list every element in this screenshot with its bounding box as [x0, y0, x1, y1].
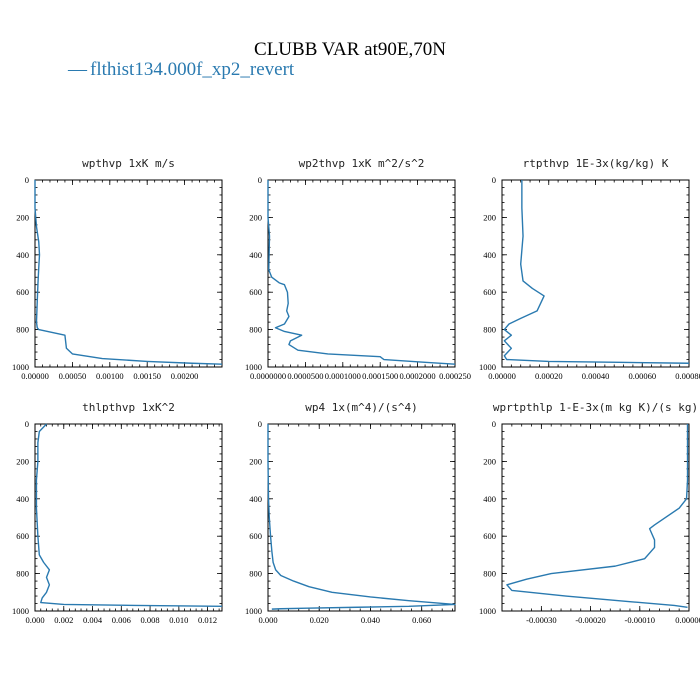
x-tick-label: 0.0002000 [400, 371, 436, 381]
series-line [34, 180, 223, 365]
y-tick-label: 200 [483, 456, 496, 466]
panel-2: wp2thvp 1xK m^2/s^2020040060080010000.00… [245, 157, 471, 381]
x-tick-label: 0.0001000 [325, 371, 361, 381]
y-tick-label: 600 [249, 287, 262, 297]
x-tick-label: 0.000 [25, 615, 44, 625]
y-tick-label: 0 [25, 419, 29, 429]
x-tick-label: 0.00000 [675, 615, 700, 625]
y-tick-label: 1000 [245, 362, 262, 372]
y-tick-label: 800 [483, 569, 496, 579]
y-tick-label: 200 [249, 212, 262, 222]
y-tick-label: 1000 [12, 362, 29, 372]
series-line [506, 424, 689, 608]
y-tick-label: 400 [483, 250, 496, 260]
y-tick-label: 400 [16, 494, 29, 504]
panel-title: thlpthvp 1xK^2 [82, 401, 175, 414]
y-tick-label: 0 [492, 175, 496, 185]
y-tick-label: 200 [16, 212, 29, 222]
y-tick-label: 0 [258, 175, 262, 185]
plot-frame [34, 179, 223, 368]
panel-title: rtpthvp 1E-3x(kg/kg) K [523, 157, 669, 170]
y-tick-label: 800 [249, 569, 262, 579]
x-tick-label: 0.020 [310, 615, 329, 625]
y-tick-label: 600 [16, 531, 29, 541]
y-tick-label: 400 [16, 250, 29, 260]
y-tick-label: 400 [249, 494, 262, 504]
y-tick-label: 200 [249, 456, 262, 466]
x-tick-label: 0.00080 [675, 371, 700, 381]
y-tick-label: 800 [249, 325, 262, 335]
x-tick-label: 0.002 [54, 615, 73, 625]
y-tick-label: 0 [492, 419, 496, 429]
y-tick-label: 600 [483, 531, 496, 541]
series-line [503, 180, 690, 364]
x-tick-label: 0.000 [258, 615, 277, 625]
plot-frame [501, 179, 690, 368]
legend-label: flthist134.000f_xp2_revert [90, 59, 295, 80]
y-tick-label: 200 [16, 456, 29, 466]
series-line [35, 423, 223, 608]
x-tick-label: 0.004 [83, 615, 103, 625]
x-tick-label: 0.010 [169, 615, 188, 625]
y-tick-label: 200 [483, 212, 496, 222]
y-tick-label: 0 [25, 175, 29, 185]
y-tick-label: 1000 [12, 606, 29, 616]
panel-title: wprtpthlp 1-E-3x(m kg K)/(s kg) [493, 401, 698, 414]
x-tick-label: 0.012 [198, 615, 217, 625]
x-tick-label: 0.00150 [133, 371, 161, 381]
x-tick-label: 0.008 [141, 615, 160, 625]
x-tick-label: 0.0000000 [250, 371, 286, 381]
plot-frame [501, 423, 690, 612]
x-tick-label: -0.00030 [526, 615, 556, 625]
x-tick-label: 0.060 [412, 615, 431, 625]
y-tick-label: 0 [258, 419, 262, 429]
series-line [267, 424, 456, 610]
x-tick-label: 0.040 [361, 615, 380, 625]
x-tick-label: 0.00040 [582, 371, 610, 381]
x-tick-label: -0.00010 [625, 615, 655, 625]
x-tick-label: 0.00020 [535, 371, 563, 381]
series-line [267, 180, 456, 365]
x-tick-label: 0.00000 [21, 371, 49, 381]
y-tick-label: 1000 [479, 606, 496, 616]
x-tick-label: 0.006 [112, 615, 131, 625]
x-tick-label: 0.00000 [488, 371, 516, 381]
panel-title: wpthvp 1xK m/s [82, 157, 175, 170]
panel-3: rtpthvp 1E-3x(kg/kg) K020040060080010000… [479, 157, 700, 381]
legend: — flthist134.000f_xp2_revert [67, 59, 295, 80]
y-tick-label: 1000 [479, 362, 496, 372]
panel-6: wprtpthlp 1-E-3x(m kg K)/(s kg) 0 200 400 60… [479, 401, 700, 625]
figure-title: CLUBB VAR at90E,70N [254, 39, 446, 60]
y-tick-label: 800 [16, 569, 29, 579]
x-tick-label: 0.00060 [628, 371, 656, 381]
x-tick-label: 0.0000500 [287, 371, 323, 381]
y-tick-label: 600 [16, 287, 29, 297]
x-tick-label: 0.000250 [439, 371, 471, 381]
plot-frame [267, 423, 456, 612]
x-tick-label: 0.00100 [96, 371, 124, 381]
panel-title: wp2thvp 1xK m^2/s^2 [299, 157, 425, 170]
y-tick-label: 800 [16, 325, 29, 335]
y-tick-label: 800 [483, 325, 496, 335]
y-tick-label: 600 [483, 287, 496, 297]
y-tick-label: 1000 [245, 606, 262, 616]
y-tick-label: 400 [249, 250, 262, 260]
plot-frame [34, 423, 223, 612]
panel-title: wp4 1x(m^4)/(s^4) [305, 401, 418, 414]
legend-marker: — [67, 59, 88, 80]
x-tick-label: -0.00020 [575, 615, 605, 625]
y-tick-label: 600 [249, 531, 262, 541]
x-tick-label: 0.0001500 [362, 371, 398, 381]
x-tick-label: 0.00200 [171, 371, 199, 381]
y-tick-label: 400 [483, 494, 496, 504]
plot-frame [267, 179, 456, 368]
x-tick-label: 0.00050 [59, 371, 87, 381]
